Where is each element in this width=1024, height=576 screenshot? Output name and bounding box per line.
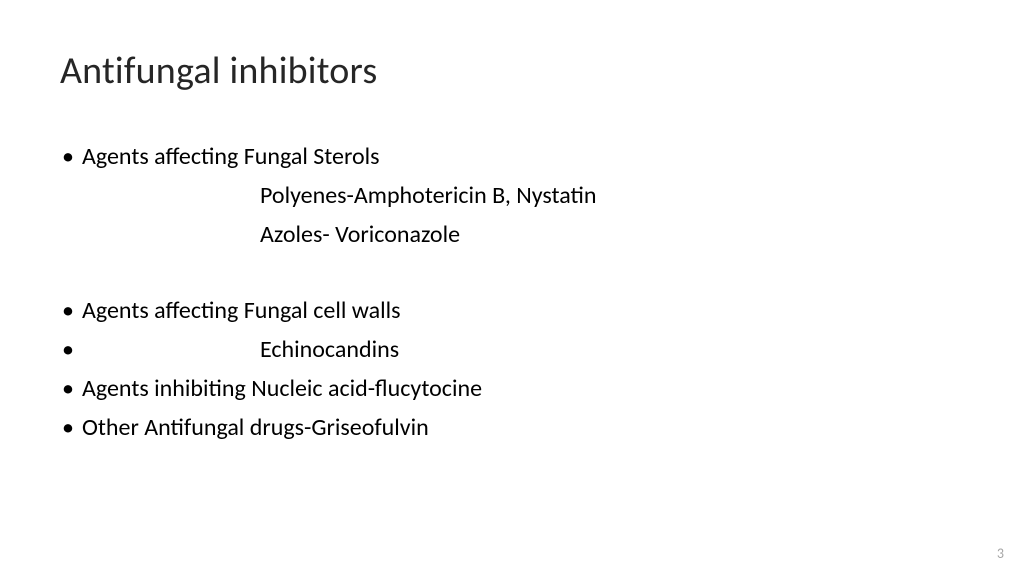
- spacer: [60, 256, 964, 292]
- bullet-marker-icon: •: [60, 292, 82, 329]
- slide-body: • Agents affecting Fungal Sterols Polyen…: [60, 138, 964, 446]
- bullet-marker-icon: •: [60, 138, 82, 175]
- indented-text: Polyenes-Amphotericin B, Nystatin: [260, 181, 597, 210]
- bullet-item: • Agents inhibiting Nucleic acid-flucyto…: [60, 370, 964, 407]
- bullet-marker-icon: •: [60, 409, 82, 446]
- slide-title: Antifungal inhibitors: [60, 48, 964, 94]
- bullet-text: Agents affecting Fungal cell walls: [82, 292, 964, 329]
- bullet-sub-text: Echinocandins: [260, 335, 399, 364]
- bullet-marker-icon: •: [60, 370, 82, 407]
- bullet-text: Agents affecting Fungal Sterols: [82, 138, 964, 175]
- indented-line: Polyenes-Amphotericin B, Nystatin: [60, 177, 964, 214]
- bullet-item: • Agents affecting Fungal Sterols: [60, 138, 964, 175]
- bullet-text: Other Antifungal drugs-Griseofulvin: [82, 409, 964, 446]
- bullet-marker-icon: •: [60, 331, 82, 368]
- page-number: 3: [997, 545, 1004, 562]
- bullet-item: • Agents affecting Fungal cell walls: [60, 292, 964, 329]
- bullet-text: Echinocandins: [82, 331, 964, 368]
- bullet-text: Agents inhibiting Nucleic acid-flucytoci…: [82, 370, 964, 407]
- indented-line: Azoles- Voriconazole: [60, 216, 964, 253]
- indented-text: Azoles- Voriconazole: [260, 220, 460, 249]
- bullet-item: • Echinocandins: [60, 331, 964, 368]
- slide: Antifungal inhibitors • Agents affecting…: [0, 0, 1024, 576]
- bullet-item: • Other Antifungal drugs-Griseofulvin: [60, 409, 964, 446]
